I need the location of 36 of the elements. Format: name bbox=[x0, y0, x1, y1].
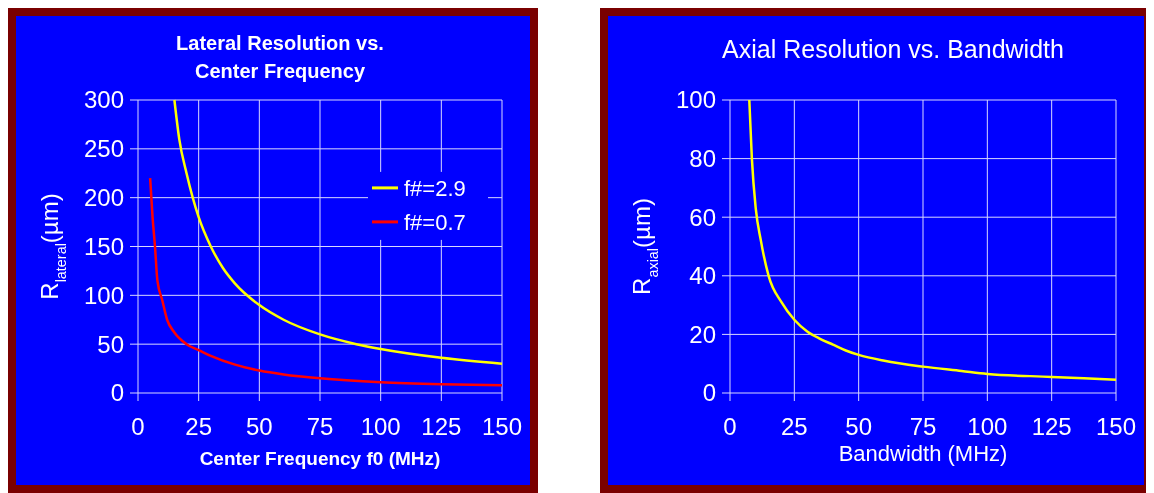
line-series bbox=[748, 98, 1118, 382]
y-tick-label: 100 bbox=[83, 281, 124, 309]
y-tick-label: 40 bbox=[689, 262, 716, 290]
chart-title: Lateral Resolution vs. Center Frequency bbox=[176, 32, 384, 82]
x-tick-label: 25 bbox=[780, 413, 808, 440]
x-tick-label: 50 bbox=[245, 413, 273, 440]
x-tick-label: 75 bbox=[306, 413, 334, 440]
legend-label: f#=2.9 bbox=[404, 175, 466, 201]
line-series bbox=[148, 176, 504, 387]
y-tick-label: 50 bbox=[97, 330, 124, 358]
y-tick-label: 0 bbox=[110, 379, 124, 407]
y-tick-label: 200 bbox=[83, 184, 124, 212]
x-tick-label: 100 bbox=[967, 413, 1008, 440]
x-tick-label: 0 bbox=[723, 413, 737, 440]
x-tick-label: 150 bbox=[1095, 413, 1137, 440]
y-tick-label: 0 bbox=[702, 379, 716, 407]
x-axis-title: Center Frequency f0 (MHz) bbox=[199, 448, 441, 469]
x-axis-title: Bandwidth (MHz) bbox=[838, 441, 1008, 466]
legend-label: f#=0.7 bbox=[404, 209, 466, 235]
y-tick-label: 150 bbox=[83, 232, 124, 260]
y-tick-label: 250 bbox=[83, 135, 124, 163]
chart-title: Axial Resolution vs. Bandwidth bbox=[722, 35, 1064, 63]
x-tick-label: 25 bbox=[185, 413, 213, 440]
y-tick-label: 60 bbox=[689, 203, 716, 231]
x-tick-label: 125 bbox=[421, 413, 462, 440]
x-tick-label: 100 bbox=[360, 413, 401, 440]
y-tick-label: 100 bbox=[675, 86, 716, 114]
x-tick-label: 125 bbox=[1031, 413, 1072, 440]
x-tick-label: 0 bbox=[131, 413, 145, 440]
x-tick-label: 75 bbox=[909, 413, 937, 440]
x-tick-label: 50 bbox=[845, 413, 873, 440]
line-series bbox=[173, 98, 504, 365]
y-tick-label: 300 bbox=[83, 86, 124, 114]
x-tick-label: 150 bbox=[481, 413, 523, 440]
y-tick-label: 80 bbox=[689, 145, 716, 172]
y-tick-label: 20 bbox=[689, 320, 716, 348]
